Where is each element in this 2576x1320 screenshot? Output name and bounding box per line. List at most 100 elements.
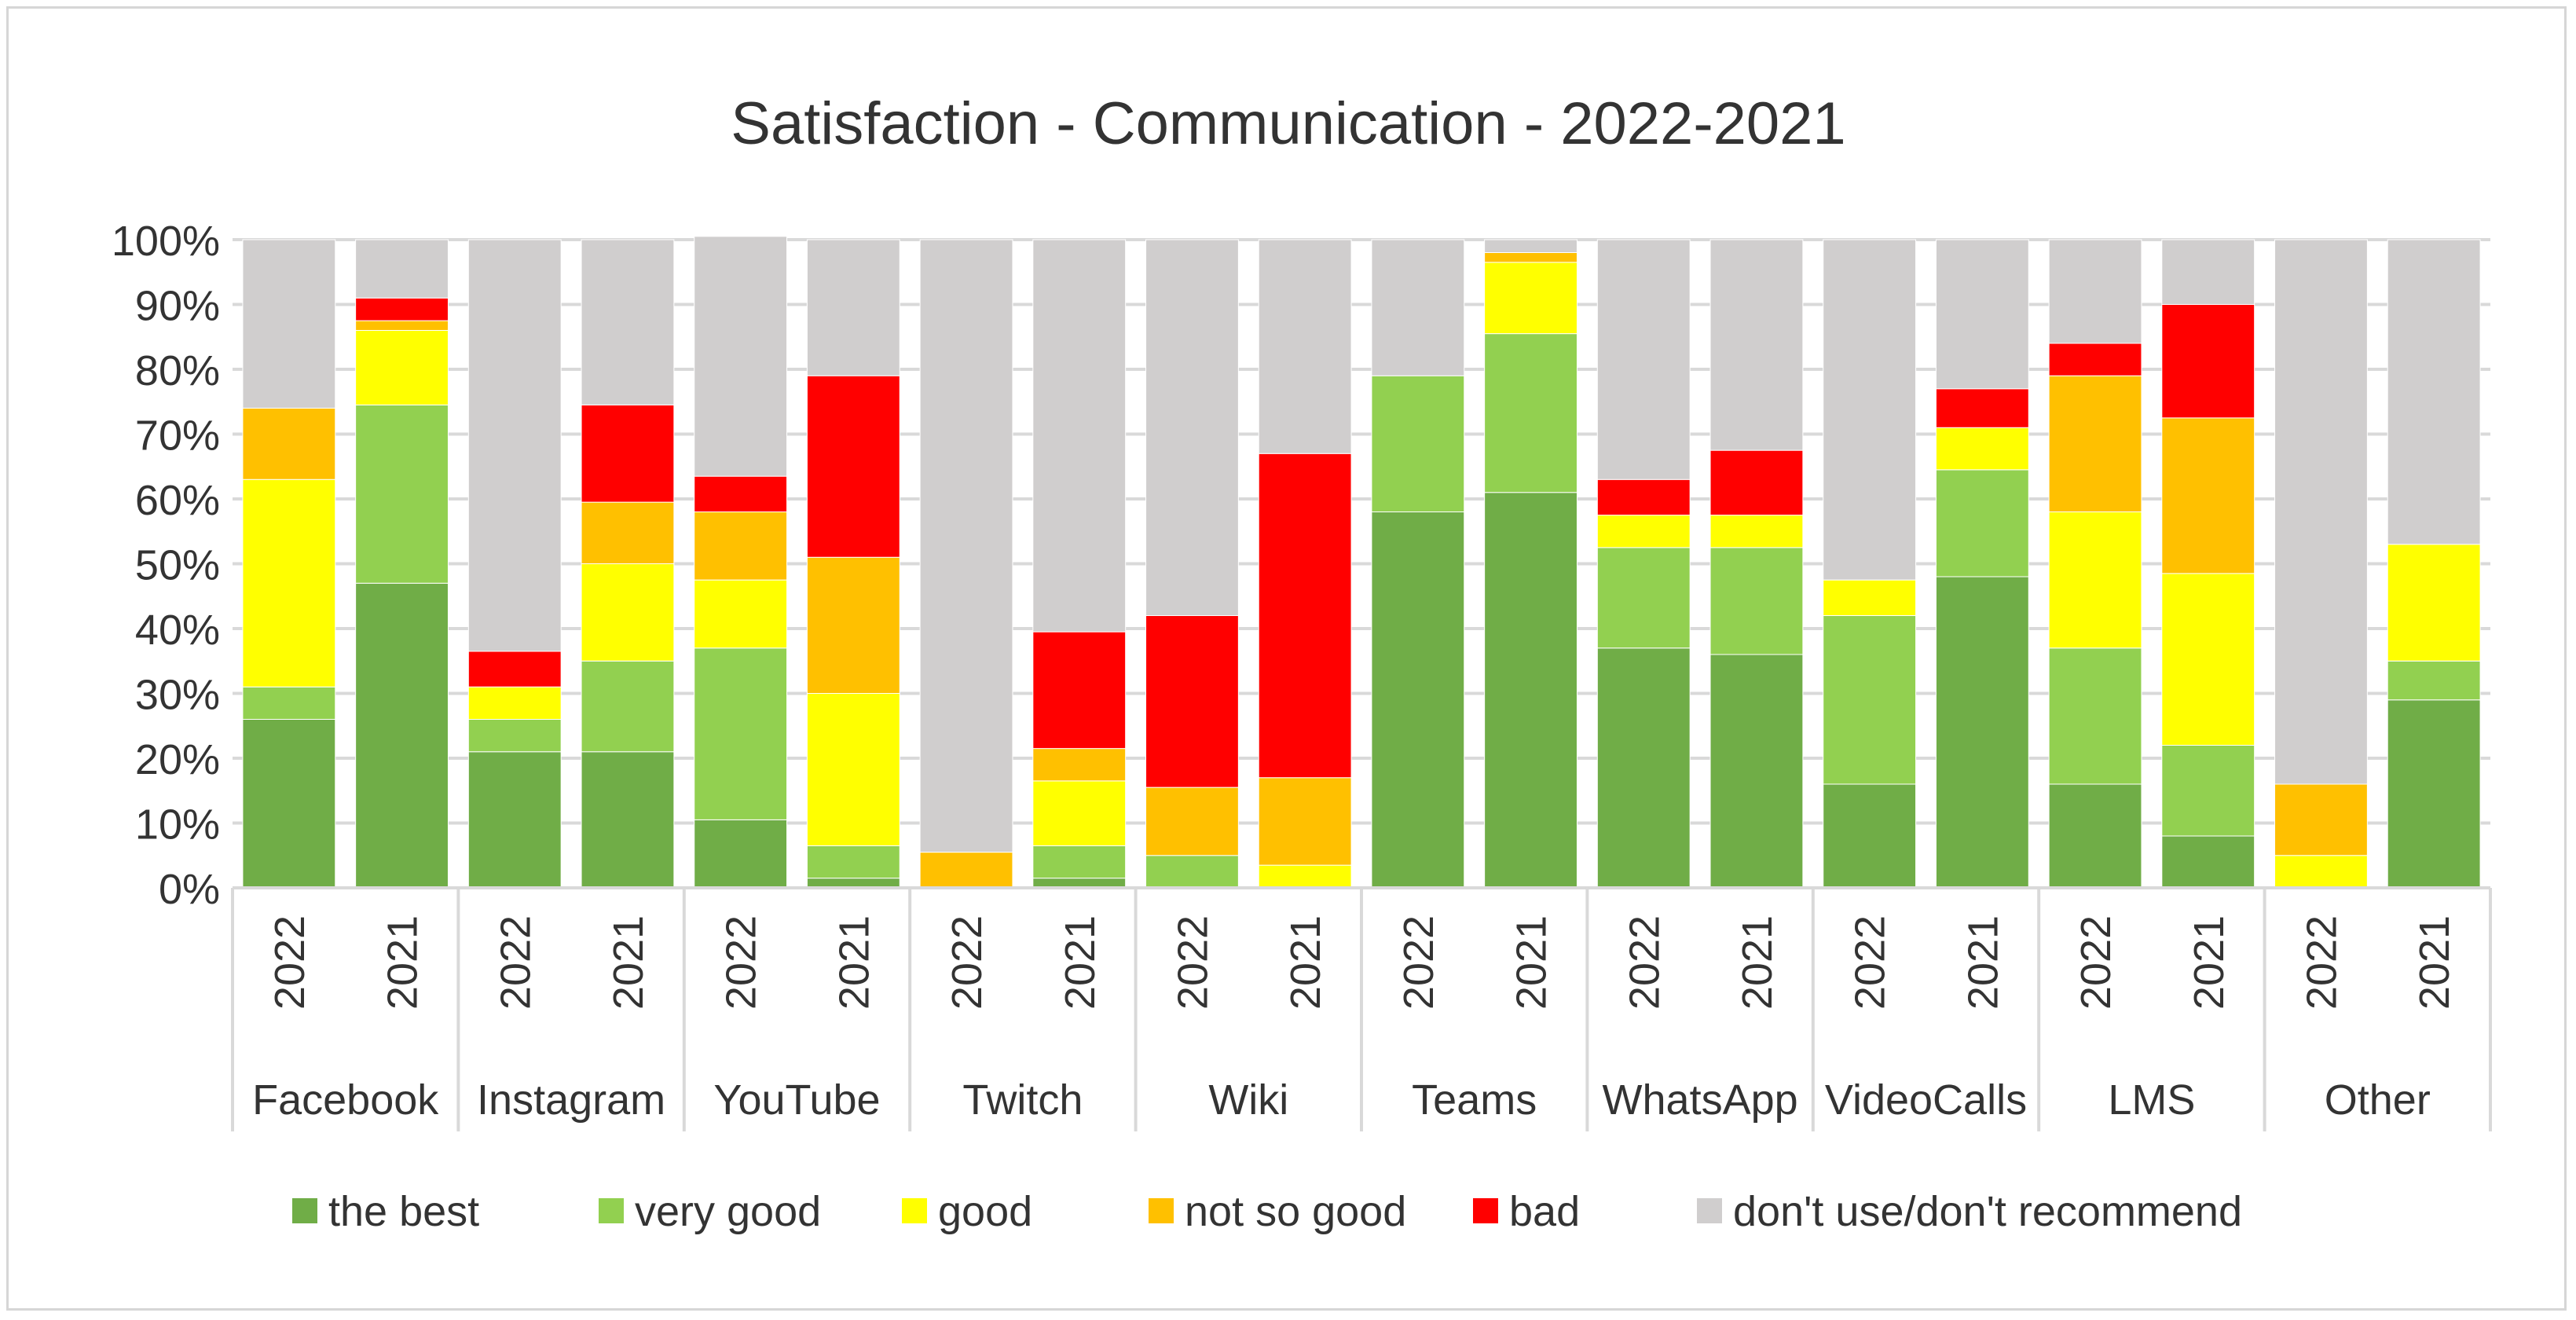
bar-segment <box>2387 699 2481 889</box>
bar-segment <box>355 330 449 405</box>
group-label: Instagram <box>477 1076 665 1124</box>
x-tick-label: 2021 <box>830 915 878 1010</box>
bar-segment <box>1371 512 1465 889</box>
group-label: Twitch <box>962 1076 1083 1124</box>
y-tick-label: 0% <box>159 866 220 913</box>
x-tick-label: 2021 <box>605 915 652 1010</box>
bar-segment <box>467 751 562 889</box>
legend-swatch <box>292 1198 317 1223</box>
x-tick-label: 2021 <box>1508 915 1555 1010</box>
bar-segment <box>1709 449 1804 516</box>
bar-segment <box>1484 262 1577 335</box>
bar-segment <box>1823 239 1917 581</box>
bar-segment <box>1596 647 1691 889</box>
x-tick-label: 2021 <box>1734 915 1781 1010</box>
bar-segment <box>242 408 336 480</box>
bar-segment <box>806 375 900 558</box>
bar-segment <box>1032 748 1127 782</box>
bar-segment <box>2048 239 2142 344</box>
bar-segment <box>1258 777 1352 866</box>
x-tick-label: 2022 <box>1847 915 1894 1010</box>
bar-segment <box>694 475 788 512</box>
bar-segment <box>1145 239 1239 616</box>
bar-segment <box>2387 239 2481 545</box>
gridlines <box>233 238 2490 889</box>
bar-segment <box>1596 239 1691 480</box>
legend-swatch <box>1149 1198 1174 1223</box>
bar-segment <box>1145 855 1239 889</box>
bar-segment <box>2274 239 2368 785</box>
bar-segment <box>467 719 562 753</box>
bar-segment <box>1596 547 1691 649</box>
y-tick-label: 10% <box>135 801 220 849</box>
group-label: Facebook <box>252 1076 439 1124</box>
bar-segment <box>2274 783 2368 856</box>
bar-segment <box>1935 427 2029 471</box>
bar-segment <box>694 579 788 649</box>
legend-label: very good <box>635 1188 821 1235</box>
bar-segment <box>355 582 449 889</box>
group-label: LMS <box>2108 1076 2195 1124</box>
bar-segment <box>1935 239 2029 390</box>
bar-segment <box>1484 492 1577 889</box>
group-label: WhatsApp <box>1603 1076 1798 1124</box>
bar-segment <box>806 845 900 879</box>
bar-segment <box>2048 512 2142 649</box>
x-tick-label: 2021 <box>1959 915 2006 1010</box>
x-tick-label: 2022 <box>1169 915 1216 1010</box>
bar-segment <box>1032 239 1127 632</box>
bar-segment <box>1935 388 2029 428</box>
bar-segment <box>242 719 336 889</box>
x-tick-label: 2022 <box>944 915 991 1010</box>
x-tick-label: 2022 <box>1395 915 1442 1010</box>
x-tick-label: 2021 <box>379 915 427 1010</box>
bar-segment <box>694 512 788 581</box>
bar-segment <box>694 819 788 889</box>
x-tick-label: 2022 <box>1621 915 1668 1010</box>
bar-segment <box>2161 835 2255 889</box>
bar-segment <box>581 404 675 503</box>
bar-segment <box>806 239 900 376</box>
bar-segment <box>1032 780 1127 846</box>
bar-segment <box>467 239 562 652</box>
bar-segment <box>1935 469 2029 578</box>
bar-segment <box>1823 615 1917 785</box>
y-tick-label: 90% <box>135 283 220 330</box>
legend-label: not so good <box>1185 1188 1406 1235</box>
y-tick-label: 40% <box>135 607 220 654</box>
bar-segment <box>1258 864 1352 889</box>
bar-segment <box>1596 515 1691 548</box>
x-tick-label: 2022 <box>492 915 539 1010</box>
bar-segment <box>2387 660 2481 701</box>
bar-segment <box>355 239 449 299</box>
legend-swatch <box>1697 1198 1722 1223</box>
x-tick-label: 2022 <box>2072 915 2120 1010</box>
bar-segment <box>581 239 675 405</box>
y-tick-label: 70% <box>135 412 220 460</box>
bar-segment <box>694 236 788 477</box>
x-tick-label: 2022 <box>2298 915 2345 1010</box>
bar-segment <box>1935 576 2029 889</box>
bars <box>242 236 2481 889</box>
bar-segment <box>2161 417 2255 574</box>
legend-label: bad <box>1509 1188 1580 1235</box>
bar-segment <box>1709 547 1804 655</box>
bar-segment <box>1371 375 1465 512</box>
bar-segment <box>581 563 675 662</box>
y-axis: 0% 10% 20% 30% 40% 50% 60% 70% 80% 90% 100% <box>112 218 220 913</box>
bar-segment <box>581 660 675 753</box>
y-tick-label: 50% <box>135 542 220 589</box>
bar-segment <box>2048 343 2142 376</box>
bar-segment <box>581 501 675 564</box>
bar-segment <box>1371 239 1465 376</box>
bar-segment <box>1484 252 1577 263</box>
y-tick-label: 80% <box>135 347 220 394</box>
y-tick-label: 100% <box>112 218 220 265</box>
x-tick-label: 2021 <box>2411 915 2458 1010</box>
bar-segment <box>1032 845 1127 879</box>
bar-segment <box>1709 515 1804 548</box>
y-tick-label: 30% <box>135 672 220 719</box>
bar-segment <box>806 556 900 694</box>
chart-title: Satisfaction - Communication - 2022-2021 <box>731 90 1845 157</box>
